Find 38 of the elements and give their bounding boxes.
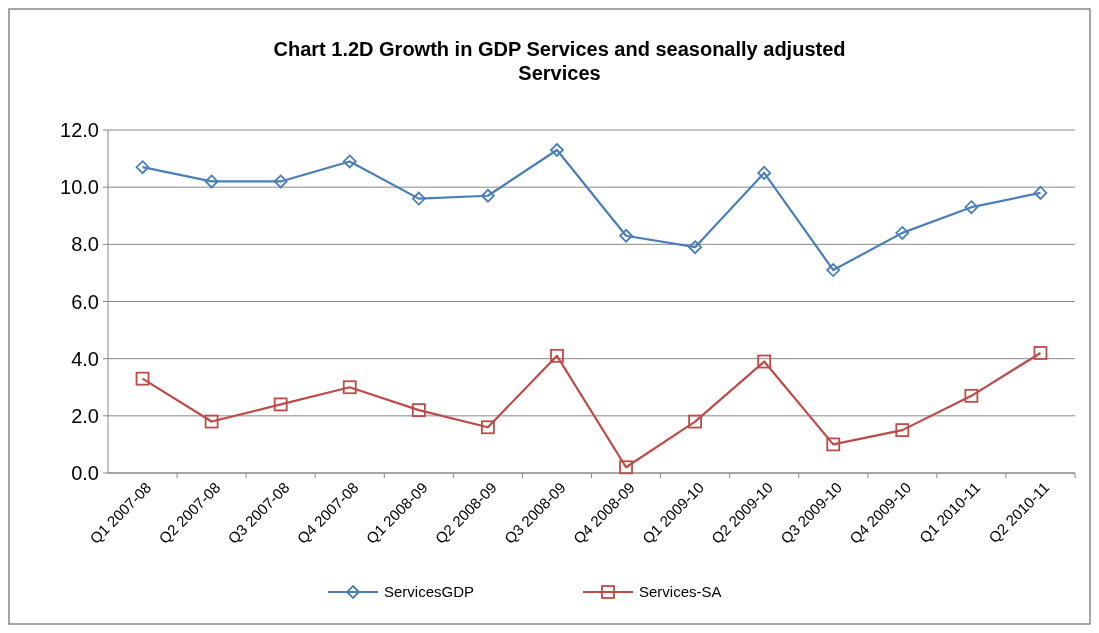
point	[757, 354, 772, 369]
point	[550, 348, 564, 363]
point	[411, 191, 426, 206]
point	[826, 437, 841, 452]
point	[273, 397, 288, 412]
point	[480, 420, 495, 435]
y-tick-label: 8.0	[71, 233, 99, 256]
y-tick-label: 10.0	[60, 176, 99, 199]
y-tick-label: 6.0	[71, 290, 99, 313]
chart-title: Chart 1.2D Growth in GDP Services and seasonally adjusted Services	[273, 38, 846, 84]
point	[964, 200, 979, 215]
point	[688, 414, 703, 429]
point	[550, 143, 564, 157]
y-tick-label: 12.0	[60, 119, 99, 141]
y-tick-label: 4.0	[71, 347, 99, 370]
point	[895, 226, 910, 240]
legend-label: Services-SA	[639, 583, 722, 601]
point	[204, 414, 219, 429]
point	[619, 460, 633, 475]
y-tick-label: 0.0	[71, 462, 99, 484]
point	[342, 154, 357, 169]
point	[619, 228, 633, 243]
point	[135, 160, 150, 175]
point	[826, 263, 841, 277]
point	[1033, 185, 1048, 200]
point	[757, 165, 772, 180]
point	[688, 240, 703, 255]
point	[895, 423, 910, 438]
point	[480, 188, 495, 203]
point	[273, 174, 288, 189]
point	[964, 388, 979, 403]
legend-label: ServicesGDP	[384, 583, 475, 601]
point	[411, 403, 426, 418]
point	[1033, 346, 1048, 360]
point	[342, 380, 357, 395]
point	[204, 174, 219, 189]
y-tick-label: 2.0	[71, 404, 99, 427]
point	[135, 371, 150, 386]
